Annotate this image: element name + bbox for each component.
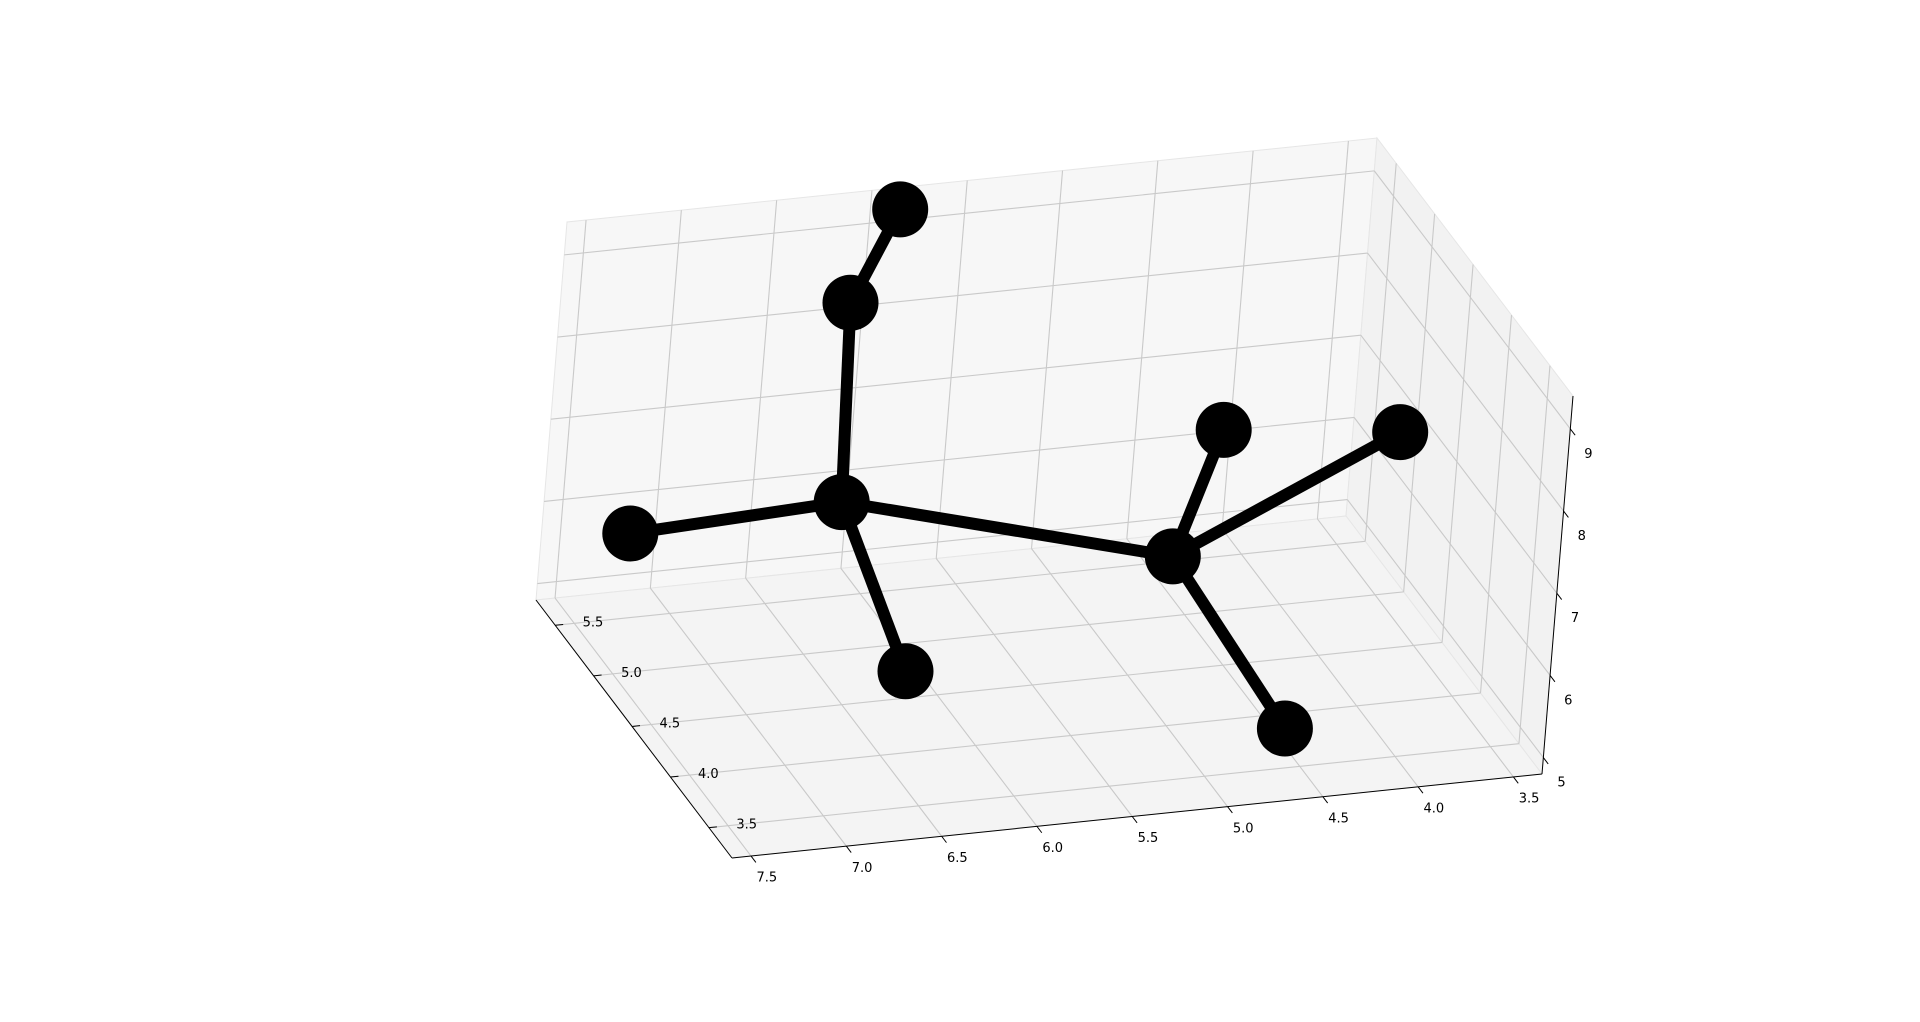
atoms-layer xyxy=(602,181,1429,757)
z-axis-line xyxy=(1541,395,1574,775)
bond-0-1 xyxy=(840,496,1174,563)
gridline-y-floor xyxy=(670,692,1481,778)
gridline-z-side xyxy=(1360,334,1558,594)
z-tick xyxy=(1556,592,1563,600)
axes-panes xyxy=(535,136,1574,859)
gridline-z-back xyxy=(557,252,1368,338)
gridline-z-back xyxy=(550,334,1361,420)
bond-0-5 xyxy=(836,499,912,674)
atom-7 xyxy=(1372,404,1429,461)
y-tick xyxy=(632,725,641,727)
y-tick-label: 3.5 xyxy=(736,818,757,833)
x-tick-label: 5.5 xyxy=(1138,831,1159,846)
y-tick-label: 5.0 xyxy=(621,666,642,681)
bond-0-2 xyxy=(835,302,857,503)
gridline-z-side xyxy=(1346,499,1544,758)
x-tick xyxy=(1036,826,1043,834)
x-tick-label: 7.5 xyxy=(756,871,777,886)
x-tick xyxy=(941,835,947,843)
gridline-x-back xyxy=(935,180,968,559)
gridline-x-back xyxy=(1126,160,1159,539)
x-tick xyxy=(1322,796,1329,804)
y-tick-label: 4.5 xyxy=(660,717,681,732)
z-tick xyxy=(1542,757,1549,765)
bond-1-7 xyxy=(1169,426,1404,562)
atom-2 xyxy=(822,274,879,331)
gridline-x-floor xyxy=(745,577,943,837)
z-tick xyxy=(1569,428,1576,436)
gridline-y-floor xyxy=(708,743,1519,829)
gridline-x-floor xyxy=(935,558,1133,817)
bond-0-4 xyxy=(629,496,843,540)
gridline-z-back xyxy=(537,499,1348,585)
gridline-y-side xyxy=(1403,213,1436,592)
gridline-y-side xyxy=(1441,264,1474,643)
gridline-z-side xyxy=(1367,252,1565,512)
gridline-z-side xyxy=(1353,417,1551,676)
x-tick-label: 5.0 xyxy=(1233,821,1254,836)
z-tick-label: 8 xyxy=(1578,529,1586,544)
x-tick xyxy=(1417,786,1424,794)
x-tick-label: 6.5 xyxy=(947,851,968,866)
y-tick xyxy=(593,674,602,677)
x-tick-label: 4.5 xyxy=(1328,811,1349,826)
z-tick xyxy=(1549,675,1556,683)
atom-0 xyxy=(813,474,870,531)
x-tick-label: 7.0 xyxy=(852,861,873,876)
gridline-x-back xyxy=(1030,170,1064,549)
z-tick-label: 7 xyxy=(1571,611,1579,626)
x-tick xyxy=(1131,816,1138,824)
x-axis-line xyxy=(731,773,1543,859)
x-tick xyxy=(1513,776,1519,784)
gridline-x-floor xyxy=(840,568,1038,827)
z-tick-label: 6 xyxy=(1564,693,1572,708)
gridline-y-floor xyxy=(632,641,1443,728)
z-tick xyxy=(1563,510,1569,518)
atom-3 xyxy=(872,181,929,238)
y-tick xyxy=(670,775,679,778)
x-tick-label: 4.0 xyxy=(1424,802,1445,817)
y-axis-line xyxy=(535,599,733,859)
gridline-x-back xyxy=(1221,150,1254,529)
z-tick-label: 9 xyxy=(1584,447,1592,462)
atom-4 xyxy=(602,505,659,562)
x-tick xyxy=(1227,806,1233,814)
gridline-x-floor xyxy=(554,597,752,857)
gridline-y-side xyxy=(1479,315,1513,694)
atom-5 xyxy=(877,643,934,700)
x-tick xyxy=(750,855,757,863)
gridline-x-floor xyxy=(649,587,847,847)
y-tick xyxy=(555,623,564,626)
z-tick-label: 5 xyxy=(1557,775,1565,790)
atom-1 xyxy=(1144,528,1201,585)
y-tick xyxy=(708,826,717,829)
gridline-y-side xyxy=(1364,163,1397,542)
tick-labels: 7.5 7.0 6.5 6.0 5.5 5.0 4.5 4.0 3.5 5.5 5.0 4.5 4.0 3… xyxy=(583,447,1593,886)
y-tick-label: 5.5 xyxy=(583,615,604,630)
gridline-z-back xyxy=(564,170,1375,256)
atom-6 xyxy=(1195,401,1252,458)
gridline-x-floor xyxy=(1221,528,1419,788)
gridline-x-back xyxy=(554,219,587,599)
atom-8 xyxy=(1256,700,1313,757)
gridline-y-floor xyxy=(555,540,1366,626)
gridline-z-side xyxy=(1373,170,1571,430)
x-tick-label: 3.5 xyxy=(1519,792,1540,807)
x-tick xyxy=(845,845,852,853)
axis-lines xyxy=(535,395,1574,859)
gridline-y-floor xyxy=(593,591,1404,677)
gridline-x-back xyxy=(1316,140,1349,520)
bond-1-8 xyxy=(1167,553,1290,732)
gridline-y-side xyxy=(1518,365,1551,744)
gridline-x-floor xyxy=(1031,548,1228,807)
x-tick-label: 6.0 xyxy=(1042,841,1063,856)
y-tick-label: 4.0 xyxy=(698,767,719,782)
gridline-x-floor xyxy=(1316,518,1514,778)
tick-marks xyxy=(555,428,1576,863)
